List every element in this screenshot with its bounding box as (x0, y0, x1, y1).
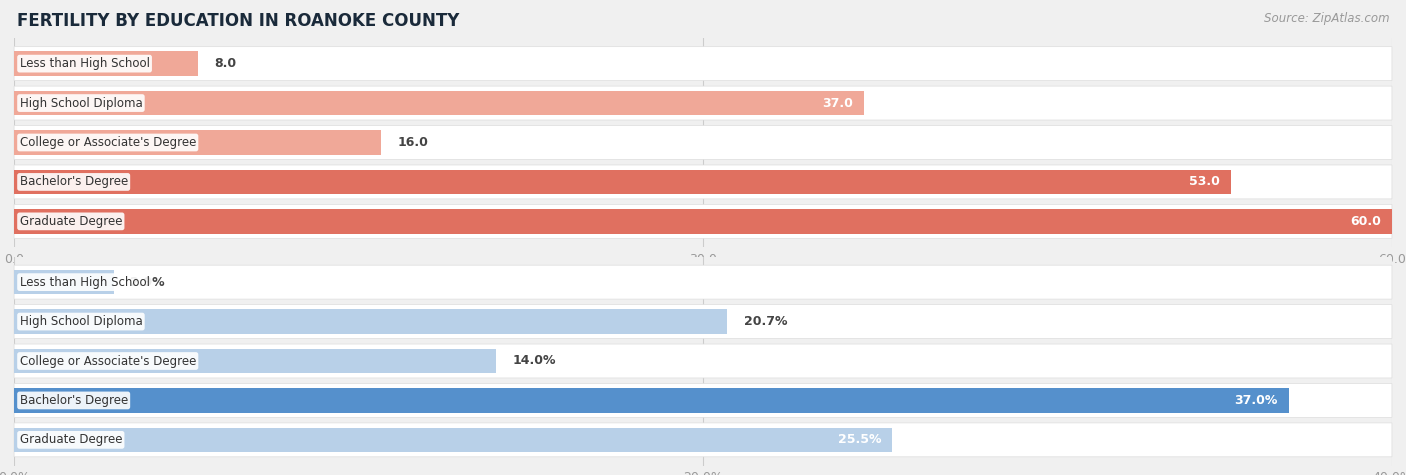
FancyBboxPatch shape (14, 204, 1392, 238)
Text: Bachelor's Degree: Bachelor's Degree (20, 175, 128, 189)
Bar (14, 209, 1392, 234)
Text: 16.0: 16.0 (398, 136, 429, 149)
Bar (14, 270, 114, 294)
Text: Graduate Degree: Graduate Degree (20, 215, 122, 228)
Bar (14, 388, 1289, 413)
Text: 20.7%: 20.7% (744, 315, 787, 328)
Text: FERTILITY BY EDUCATION IN ROANOKE COUNTY: FERTILITY BY EDUCATION IN ROANOKE COUNTY (17, 12, 460, 30)
Text: College or Associate's Degree: College or Associate's Degree (20, 136, 195, 149)
Bar (14, 91, 863, 115)
Text: 37.0%: 37.0% (1234, 394, 1278, 407)
Text: Graduate Degree: Graduate Degree (20, 433, 122, 446)
Bar (14, 349, 496, 373)
Bar (14, 170, 1232, 194)
FancyBboxPatch shape (14, 86, 1392, 120)
Text: 53.0: 53.0 (1189, 175, 1220, 189)
Text: Less than High School: Less than High School (20, 276, 149, 289)
FancyBboxPatch shape (14, 304, 1392, 339)
Bar (14, 428, 893, 452)
Text: 60.0: 60.0 (1350, 215, 1381, 228)
Text: 25.5%: 25.5% (838, 433, 882, 446)
Text: 14.0%: 14.0% (513, 354, 557, 368)
Text: Source: ZipAtlas.com: Source: ZipAtlas.com (1264, 12, 1389, 25)
Text: High School Diploma: High School Diploma (20, 315, 142, 328)
Bar (14, 130, 381, 155)
FancyBboxPatch shape (14, 265, 1392, 299)
Text: 2.9%: 2.9% (131, 276, 165, 289)
Text: 37.0: 37.0 (823, 96, 852, 110)
Text: Less than High School: Less than High School (20, 57, 149, 70)
FancyBboxPatch shape (14, 383, 1392, 418)
Text: 8.0: 8.0 (214, 57, 236, 70)
FancyBboxPatch shape (14, 125, 1392, 160)
FancyBboxPatch shape (14, 423, 1392, 457)
Text: Bachelor's Degree: Bachelor's Degree (20, 394, 128, 407)
Bar (14, 309, 727, 334)
Bar (14, 51, 198, 76)
Text: College or Associate's Degree: College or Associate's Degree (20, 354, 195, 368)
Text: High School Diploma: High School Diploma (20, 96, 142, 110)
FancyBboxPatch shape (14, 165, 1392, 199)
FancyBboxPatch shape (14, 47, 1392, 81)
FancyBboxPatch shape (14, 344, 1392, 378)
